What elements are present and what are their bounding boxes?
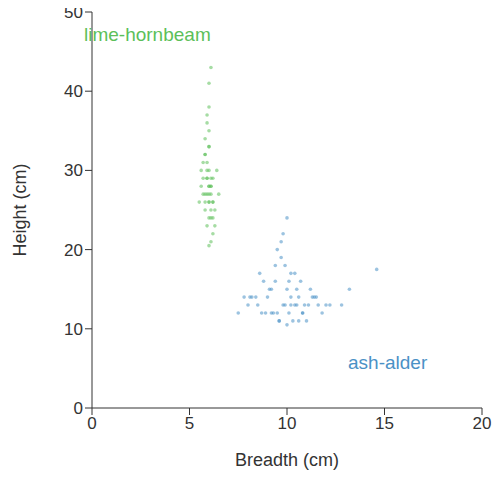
svg-text:Breadth (cm): Breadth (cm) xyxy=(235,450,339,470)
svg-text:20: 20 xyxy=(64,241,83,260)
svg-text:Height (cm): Height (cm) xyxy=(10,163,30,256)
svg-text:5: 5 xyxy=(185,414,194,433)
svg-text:0: 0 xyxy=(87,414,96,433)
svg-text:15: 15 xyxy=(375,414,394,433)
html-text:lime-hornbeam: lime-hornbeam xyxy=(84,24,211,45)
svg-text:20: 20 xyxy=(473,414,492,433)
svg-text:0: 0 xyxy=(74,399,83,418)
svg-text:10: 10 xyxy=(64,320,83,339)
html-text:ash-alder: ash-alder xyxy=(348,352,428,373)
svg-text:40: 40 xyxy=(64,82,83,101)
svg-text:10: 10 xyxy=(278,414,297,433)
svg-text:50: 50 xyxy=(64,8,83,22)
svg-text:30: 30 xyxy=(64,161,83,180)
